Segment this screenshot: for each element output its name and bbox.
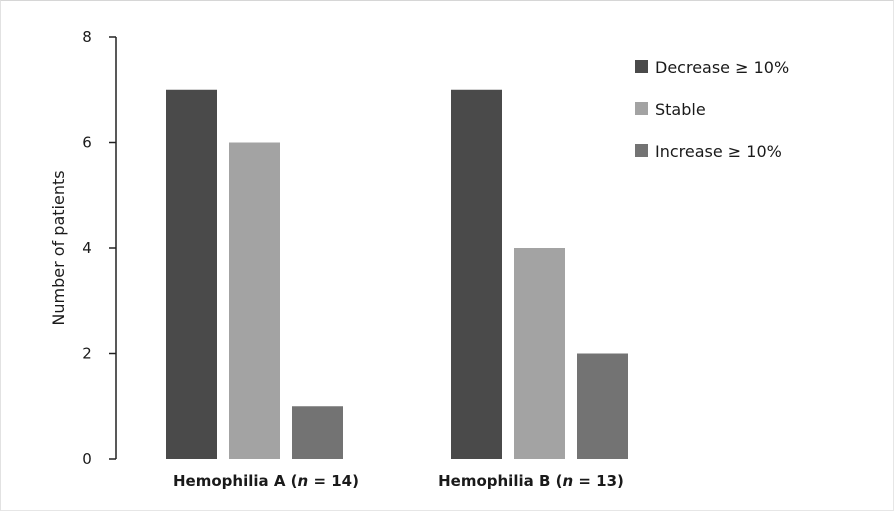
bar-decrease-10-a: [166, 89, 217, 459]
bar-increase-10-a: [292, 406, 343, 459]
x-category-label: Hemophilia A (n = 14): [173, 472, 359, 490]
y-tick-label: 2: [82, 345, 92, 363]
legend-label: Stable: [655, 100, 706, 119]
bar-stable-b: [514, 248, 565, 459]
y-tick-label: 8: [82, 28, 92, 46]
legend-label: Decrease ≥ 10%: [655, 58, 789, 77]
y-tick-label: 4: [82, 239, 92, 257]
x-category-label: Hemophilia B (n = 13): [438, 472, 624, 490]
legend-swatch: [635, 144, 648, 157]
x-axis-category-labels: Hemophilia A (n = 14) Hemophilia B (n = 1…: [173, 472, 624, 490]
legend-label: Increase ≥ 10%: [655, 142, 782, 161]
y-axis-title: Number of patients: [49, 170, 68, 325]
bar-increase-10-b: [577, 353, 628, 459]
y-tick-label: 6: [82, 134, 92, 152]
bar-decrease-10-b: [451, 89, 502, 459]
y-axis-ticks: 0 2 4 6 8: [82, 28, 116, 468]
legend: Decrease ≥ 10% Stable Increase ≥ 10%: [635, 58, 789, 161]
bars: [166, 89, 628, 459]
legend-swatch: [635, 102, 648, 115]
legend-swatch: [635, 60, 648, 73]
bar-stable-a: [229, 142, 280, 459]
y-tick-label: 0: [82, 450, 92, 468]
